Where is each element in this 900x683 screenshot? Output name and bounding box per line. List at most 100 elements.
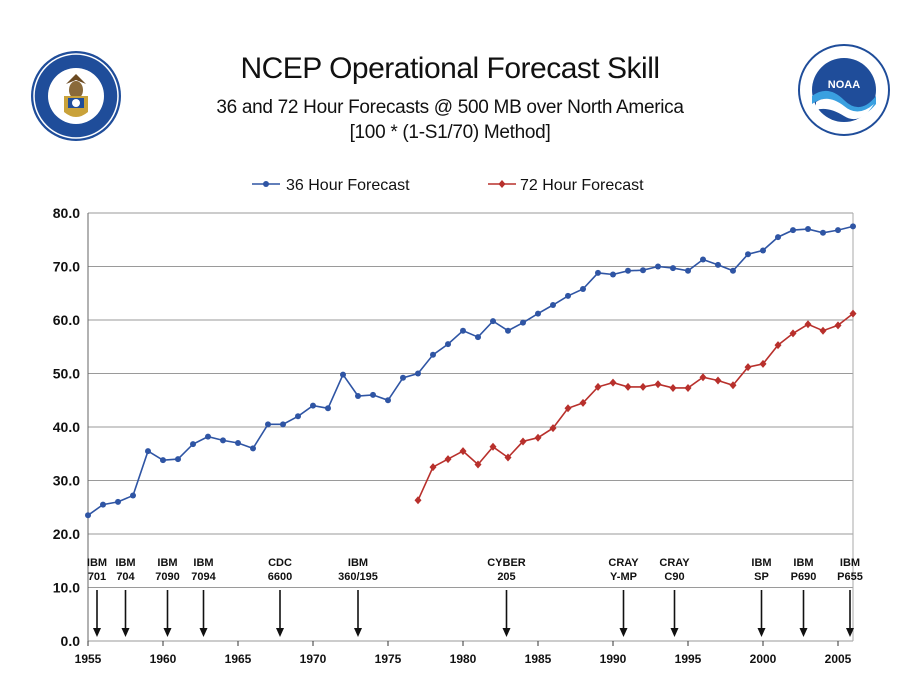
data-point-36h bbox=[790, 227, 796, 234]
data-point-72h bbox=[579, 398, 587, 407]
computer-annotation: CRAY Y-MP bbox=[608, 557, 639, 637]
data-point-72h bbox=[519, 437, 527, 446]
data-point-36h bbox=[595, 269, 601, 276]
data-point-36h bbox=[550, 302, 556, 309]
data-point-72h bbox=[459, 447, 467, 456]
data-point-36h bbox=[460, 327, 466, 334]
computer-annotation: IBM 704 bbox=[115, 557, 136, 637]
data-point-72h bbox=[789, 329, 797, 338]
computer-label: IBM bbox=[87, 557, 107, 569]
data-point-36h bbox=[340, 371, 346, 378]
data-point-36h bbox=[100, 501, 106, 508]
data-point-72h bbox=[819, 326, 827, 335]
noaa-logo: NOAA bbox=[798, 44, 890, 136]
computer-label: 7090 bbox=[155, 571, 179, 583]
data-point-36h bbox=[640, 267, 646, 274]
data-point-36h bbox=[625, 267, 631, 274]
data-point-36h bbox=[325, 405, 331, 412]
data-point-36h bbox=[745, 251, 751, 258]
data-point-36h bbox=[685, 267, 691, 274]
department-of-commerce-seal-icon bbox=[31, 51, 121, 141]
computer-label: 701 bbox=[88, 571, 106, 583]
data-point-36h bbox=[850, 223, 856, 230]
data-point-72h bbox=[774, 341, 782, 350]
x-tick-label: 1955 bbox=[75, 652, 102, 666]
data-point-72h bbox=[654, 380, 662, 389]
computer-label: Y-MP bbox=[610, 571, 637, 583]
data-point-36h bbox=[445, 341, 451, 348]
computer-label: IBM bbox=[348, 557, 368, 569]
data-point-36h bbox=[700, 256, 706, 263]
data-point-36h bbox=[370, 391, 376, 398]
chart-title: NCEP Operational Forecast Skill bbox=[240, 52, 660, 85]
x-tick-label: 1980 bbox=[450, 652, 477, 666]
computer-label: 6600 bbox=[268, 571, 292, 583]
computer-label: P655 bbox=[837, 571, 863, 583]
x-tick-label: 1975 bbox=[375, 652, 402, 666]
data-point-36h bbox=[145, 448, 151, 455]
data-point-36h bbox=[355, 392, 361, 399]
computer-label: CDC bbox=[268, 557, 292, 569]
data-point-36h bbox=[235, 440, 241, 447]
data-point-72h bbox=[744, 363, 752, 372]
data-point-36h bbox=[505, 327, 511, 334]
y-tick-label: 0.0 bbox=[61, 633, 81, 649]
data-point-36h bbox=[295, 413, 301, 420]
computer-arrow-head bbox=[163, 628, 172, 637]
data-point-72h bbox=[834, 321, 842, 330]
computer-label: 704 bbox=[116, 571, 135, 583]
data-point-72h bbox=[714, 376, 722, 385]
data-point-36h bbox=[655, 263, 661, 270]
legend-marker bbox=[263, 181, 269, 187]
chart-method-note: [100 * (1-S1/70) Method] bbox=[349, 122, 551, 143]
computer-annotation: IBM 360/195 bbox=[338, 557, 378, 637]
noaa-logo-text: NOAA bbox=[828, 79, 860, 91]
computer-annotation: CDC 6600 bbox=[268, 557, 292, 637]
computer-label: 360/195 bbox=[338, 571, 378, 583]
data-point-36h bbox=[85, 512, 91, 519]
data-point-36h bbox=[535, 310, 541, 317]
y-tick-label: 40.0 bbox=[53, 419, 80, 435]
x-tick-label: 1970 bbox=[300, 652, 327, 666]
computer-arrow-head bbox=[799, 628, 808, 637]
data-point-72h bbox=[489, 442, 497, 451]
computer-annotation: IBM 7094 bbox=[191, 557, 217, 637]
computer-annotation: IBM P690 bbox=[791, 557, 816, 637]
data-point-36h bbox=[820, 229, 826, 236]
data-point-36h bbox=[580, 285, 586, 292]
data-point-36h bbox=[205, 433, 211, 440]
data-point-36h bbox=[175, 456, 181, 463]
legend-label: 72 Hour Forecast bbox=[520, 177, 644, 194]
computer-annotation: IBM P655 bbox=[837, 557, 863, 637]
data-point-36h bbox=[775, 234, 781, 241]
data-point-72h bbox=[759, 359, 767, 368]
data-point-36h bbox=[565, 292, 571, 299]
department-of-commerce-seal bbox=[30, 50, 122, 142]
y-tick-label: 30.0 bbox=[53, 473, 80, 489]
computer-label: IBM bbox=[840, 557, 860, 569]
data-point-72h bbox=[639, 382, 647, 391]
series-line-36h bbox=[87, 225, 854, 516]
computer-arrow-head bbox=[670, 628, 679, 637]
computer-arrow-head bbox=[502, 628, 511, 637]
data-point-72h bbox=[594, 382, 602, 391]
computer-label: IBM bbox=[793, 557, 813, 569]
x-tick-label: 1995 bbox=[675, 652, 702, 666]
data-point-36h bbox=[265, 421, 271, 428]
data-point-36h bbox=[520, 319, 526, 326]
data-point-36h bbox=[430, 351, 436, 358]
computer-arrow-head bbox=[276, 628, 284, 637]
computer-arrow-head bbox=[846, 628, 854, 637]
data-point-72h bbox=[414, 496, 422, 505]
legend-marker bbox=[498, 180, 506, 188]
x-tick-label: 1985 bbox=[525, 652, 552, 666]
computer-label: IBM bbox=[193, 557, 213, 569]
x-tick-label: 1960 bbox=[150, 652, 177, 666]
data-point-36h bbox=[715, 261, 721, 268]
data-point-72h bbox=[429, 463, 437, 472]
data-point-72h bbox=[444, 455, 452, 464]
computer-label: CRAY bbox=[659, 557, 690, 569]
computer-arrow-head bbox=[354, 628, 362, 637]
data-point-36h bbox=[730, 267, 736, 274]
